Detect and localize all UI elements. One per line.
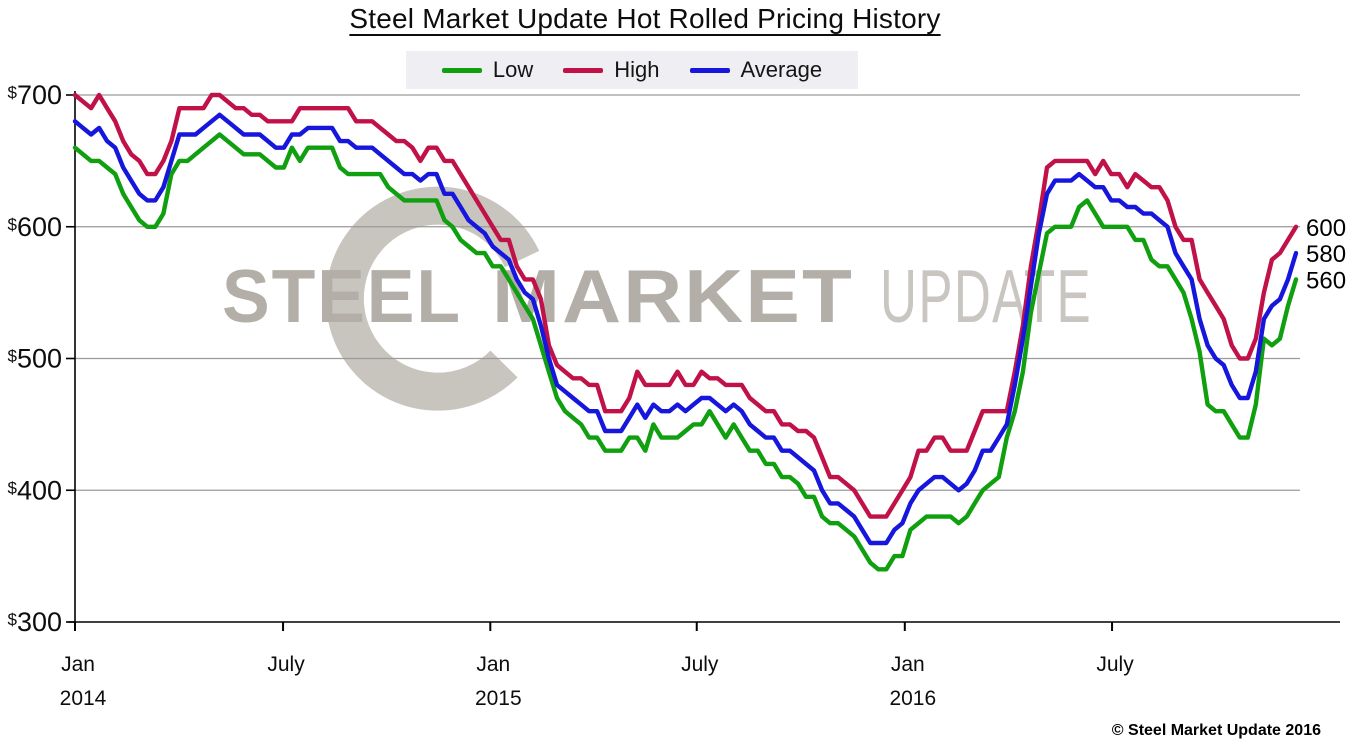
legend-item-low: Low [441, 57, 534, 83]
x-tick-year-2015: 2015 [475, 687, 522, 710]
y-tick-label-300: $300 [7, 607, 62, 637]
legend-swatch-high-line [563, 67, 604, 73]
x-tick-label-2: Jan [476, 653, 510, 676]
end-value-label-low: 560 [1306, 267, 1346, 294]
y-tick-label-400: $400 [7, 475, 62, 505]
legend-item-average: Average [689, 57, 823, 83]
series-line-average [72, 112, 1299, 546]
y-tick-label-500: $500 [7, 344, 62, 374]
x-tick-label-1: July [267, 653, 305, 676]
legend: Low High Average [406, 51, 858, 89]
x-tick-year-2014: 2014 [60, 687, 107, 710]
y-tick-label-700: $700 [7, 80, 62, 110]
chart-title: Steel Market Update Hot Rolled Pricing H… [349, 3, 941, 34]
x-tick-label-0: Jan [61, 653, 95, 676]
legend-label-average: Average [740, 57, 823, 82]
legend-label-low: Low [492, 57, 534, 82]
copyright-text: © Steel Market Update 2016 [1111, 722, 1321, 739]
legend-swatch-low-line [441, 67, 482, 73]
legend-swatch-average-line [689, 67, 730, 73]
watermark-text: STEEL MARKET UPDATE [222, 254, 1092, 338]
x-tick-label-4: Jan [891, 653, 925, 676]
end-value-label-high: 600 [1306, 215, 1346, 242]
x-tick-label-3: July [681, 653, 719, 676]
x-tick-year-2016: 2016 [889, 687, 936, 710]
end-value-label-average: 580 [1306, 241, 1346, 268]
legend-item-high: High [563, 57, 660, 83]
x-tick-label-5: July [1096, 653, 1134, 676]
series-line-low [72, 132, 1299, 572]
y-tick-label-600: $600 [7, 212, 62, 242]
series-line-high [72, 92, 1299, 519]
watermark-swoosh-icon [325, 186, 540, 411]
legend-label-high: High [614, 57, 660, 82]
